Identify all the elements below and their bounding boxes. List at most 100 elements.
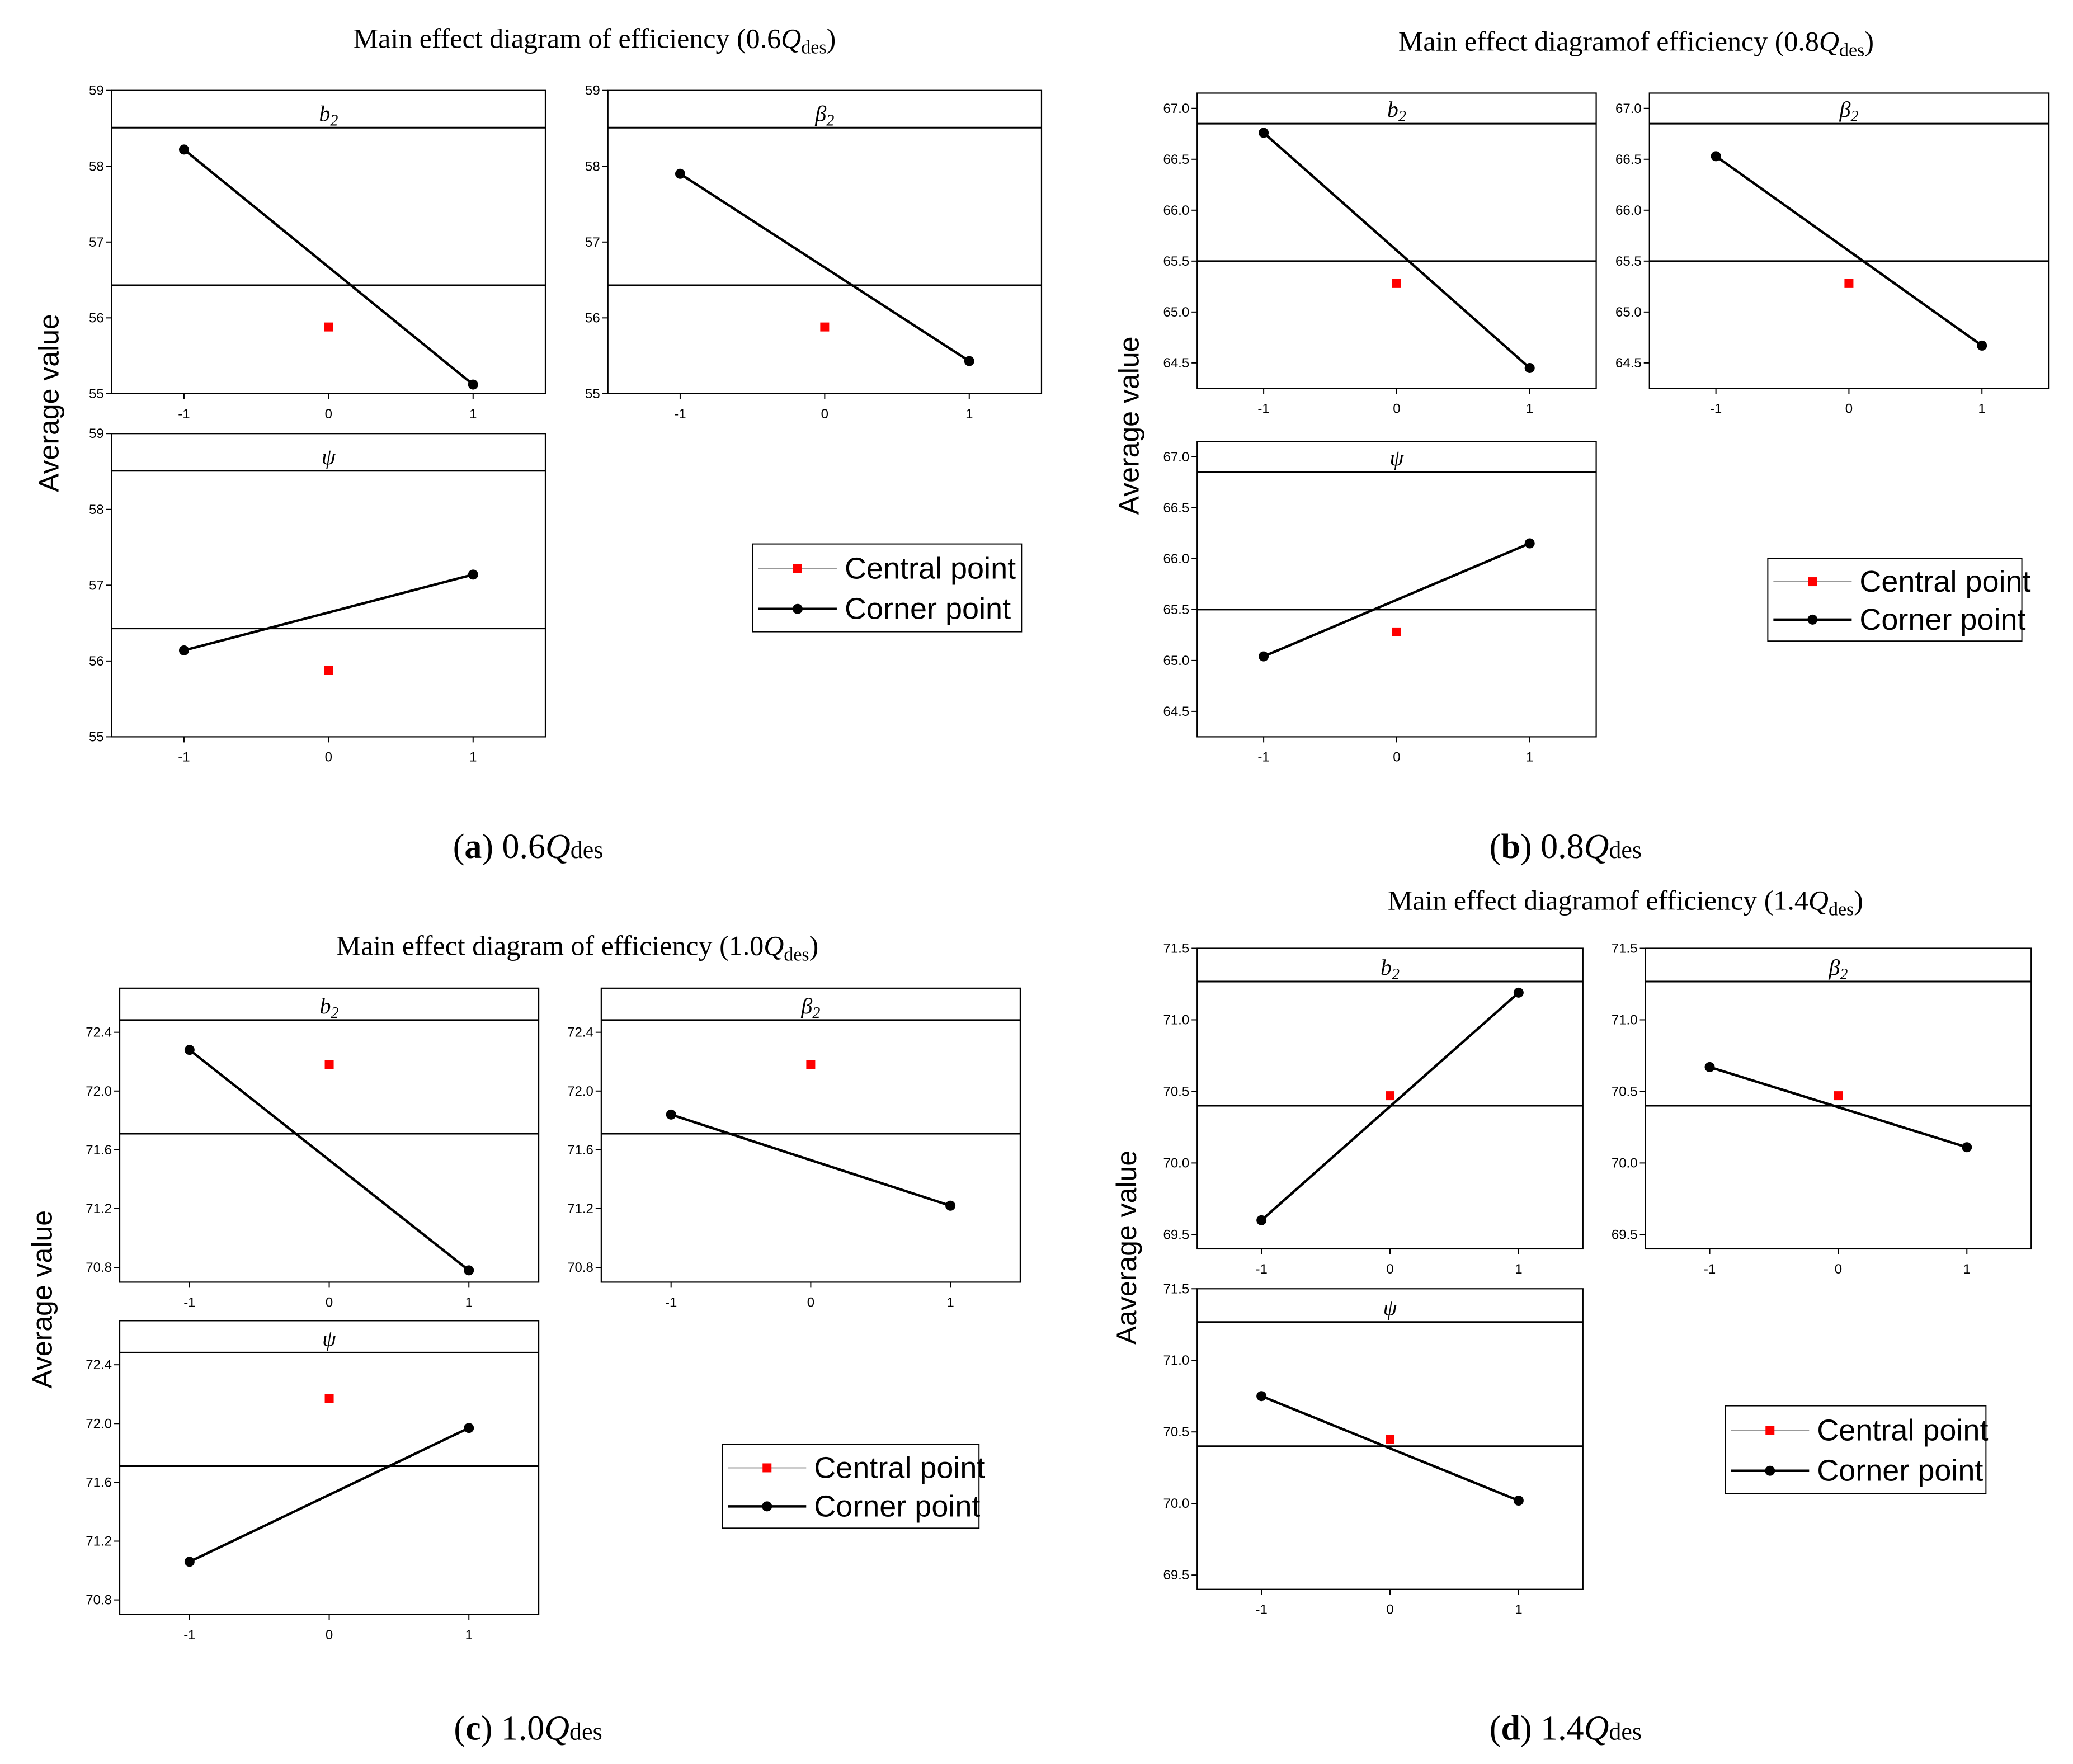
corner-point xyxy=(964,356,974,366)
corner-point xyxy=(1704,1062,1715,1072)
x-tick-label: 0 xyxy=(807,1295,814,1310)
chart-d-title: Main effect diagramof efficiency (1.4Qde… xyxy=(1388,885,1863,920)
x-tick-label: -1 xyxy=(665,1295,677,1310)
corner-line xyxy=(189,1427,470,1563)
panel-label-beta2: β2 xyxy=(814,101,834,129)
x-tick-label: 1 xyxy=(1963,1262,1971,1277)
central-point xyxy=(324,1060,334,1069)
y-tick-label: 64.5 xyxy=(1163,704,1189,719)
legend-corner-label: Corner point xyxy=(1859,603,2025,636)
panel-label-b2: b2 xyxy=(1387,97,1406,125)
y-tick-label: 65.0 xyxy=(1615,305,1642,320)
corner-line xyxy=(1709,1065,1967,1149)
x-tick-label: -1 xyxy=(1257,401,1269,416)
legend-central-label: Central point xyxy=(845,552,1016,586)
y-tick-label: 70.8 xyxy=(86,1260,112,1275)
y-tick-label: 71.2 xyxy=(86,1534,112,1549)
x-tick-label: 1 xyxy=(1526,749,1533,765)
caption-b: (b) 0.8Qdes xyxy=(1490,828,1642,866)
y-tick-label: 55 xyxy=(89,729,104,744)
legend-a: Central point Corner point xyxy=(752,543,1023,633)
y-tick-label: 71.6 xyxy=(567,1143,593,1158)
y-tick-label: 56 xyxy=(89,310,104,326)
y-tick-label: 58 xyxy=(89,502,104,517)
y-tick-label: 72.0 xyxy=(567,1084,593,1099)
y-tick-label: 57 xyxy=(89,235,104,250)
panel-frame xyxy=(119,987,540,1283)
y-tick-label: 59 xyxy=(89,426,104,441)
panel-a-psi: ψ 55 56 57 58 59 -1 0 1 xyxy=(89,426,546,765)
y-tick-label: 69.5 xyxy=(1163,1227,1189,1242)
x-tick-label: -1 xyxy=(1255,1602,1267,1617)
chart-c: Main effect diagram of efficiency (1.0Qd… xyxy=(27,930,1021,1747)
corner-line xyxy=(1715,155,1983,347)
corner-point xyxy=(178,645,189,655)
y-tick-label: 72.4 xyxy=(86,1357,112,1372)
x-tick-label: 0 xyxy=(821,407,828,422)
y-tick-label: 71.5 xyxy=(1612,941,1638,956)
corner-point xyxy=(184,1045,195,1055)
y-tick-label: 72.4 xyxy=(86,1025,112,1040)
x-tick-label: 0 xyxy=(326,1628,333,1643)
x-tick-label: 1 xyxy=(1515,1262,1522,1277)
x-tick-label: -1 xyxy=(178,407,190,422)
y-tick-label: 70.8 xyxy=(86,1593,112,1608)
y-tick-label: 57 xyxy=(585,235,600,250)
corner-line xyxy=(679,172,970,362)
legend-corner-label: Corner point xyxy=(845,592,1011,626)
y-tick-label: 71.0 xyxy=(1612,1012,1638,1027)
caption-c: (c) 1.0Qdes xyxy=(454,1709,602,1747)
chart-a-title: Main effect diagram of efficiency (0.6Qd… xyxy=(354,23,836,58)
legend-central-marker xyxy=(793,564,802,573)
corner-line xyxy=(183,573,474,652)
y-tick-label: 65.5 xyxy=(1615,254,1642,269)
central-point xyxy=(1386,1434,1395,1444)
x-tick-label: 0 xyxy=(1386,1262,1393,1277)
chart-d: Main effect diagramof efficiency (1.4Qde… xyxy=(1111,885,2032,1747)
panel-frame xyxy=(1196,441,1597,738)
central-point xyxy=(806,1060,816,1069)
x-tick-label: 1 xyxy=(965,407,973,422)
y-tick-label: 59 xyxy=(585,83,600,98)
corner-point xyxy=(945,1200,956,1211)
corner-point xyxy=(666,1109,676,1120)
x-tick-label: 0 xyxy=(1835,1262,1842,1277)
legend-box xyxy=(752,543,1023,633)
y-tick-label: 72.0 xyxy=(86,1084,112,1099)
chart-b: Main effect diagramof efficiency (0.8Qde… xyxy=(1114,25,2050,866)
y-tick-label: 72.4 xyxy=(567,1025,593,1040)
panel-frame xyxy=(1196,92,1597,389)
y-tick-label: 70.0 xyxy=(1612,1155,1638,1171)
legend-central-label: Central point xyxy=(814,1451,985,1484)
y-tick-label: 72.0 xyxy=(86,1416,112,1431)
corner-point xyxy=(1962,1142,1972,1153)
x-tick-label: 1 xyxy=(469,749,477,765)
panel-c-psi: ψ 70.8 71.2 71.6 72.0 72.4 -1 0 1 xyxy=(86,1320,540,1643)
y-tick-label: 70.5 xyxy=(1612,1084,1638,1099)
y-tick-label: 65.5 xyxy=(1163,254,1189,269)
panel-label-psi: ψ xyxy=(322,1326,337,1351)
panel-label-psi: ψ xyxy=(322,444,336,469)
caption-d: (d) 1.4Qdes xyxy=(1490,1709,1642,1747)
panel-label-beta2: β2 xyxy=(800,993,820,1022)
y-tick-label: 64.5 xyxy=(1163,356,1189,371)
y-tick-label: 59 xyxy=(89,83,104,98)
corner-point xyxy=(1256,1391,1267,1402)
central-point xyxy=(324,1394,334,1403)
x-tick-label: 0 xyxy=(326,1295,333,1310)
x-tick-label: 0 xyxy=(1386,1602,1393,1617)
x-tick-label: 1 xyxy=(465,1295,473,1310)
x-tick-label: -1 xyxy=(1255,1262,1267,1277)
y-tick-label: 67.0 xyxy=(1163,450,1189,465)
chart-b-ylabel: Average value xyxy=(1114,337,1145,515)
y-tick-label: 66.5 xyxy=(1163,152,1189,167)
corner-point xyxy=(464,1423,474,1433)
y-tick-label: 65.0 xyxy=(1163,653,1189,668)
panel-a-b2: b2 55 56 57 58 59 -1 0 1 xyxy=(89,83,546,422)
y-tick-label: 67.0 xyxy=(1615,101,1642,116)
legend-b: Central point Corner point xyxy=(1767,558,2031,642)
central-point xyxy=(820,322,830,332)
corner-point xyxy=(464,1265,474,1276)
corner-line xyxy=(1262,131,1531,369)
